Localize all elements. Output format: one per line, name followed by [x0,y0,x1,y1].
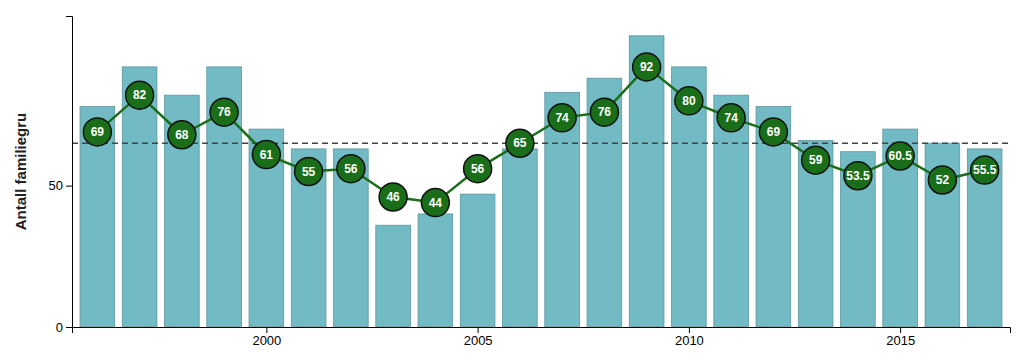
marker [928,166,956,194]
marker [675,87,703,115]
y-tick: 50 [49,178,72,193]
marker [210,98,238,126]
bar [714,95,749,327]
bar [249,129,284,327]
data-label: 74 [724,111,738,125]
marker [590,98,618,126]
data-label: 52 [936,173,950,187]
bar [418,214,453,327]
y-axis-line [66,17,73,328]
data-label: 44 [429,196,443,210]
bar [587,78,622,327]
marker [802,146,830,174]
data-label: 69 [91,125,105,139]
x-tick-label: 2010 [675,333,704,348]
bar [883,129,918,327]
marks [72,36,1010,327]
bar [165,95,200,327]
chart: 69 82 68 76 61 55 56 46 44 56 65 74 76 92 80 74 69 59 53.5… [0,0,1024,361]
y-tick-mark [66,186,72,187]
data-label: 76 [598,105,612,119]
bar [545,92,580,327]
x-tick-label: 2005 [464,333,493,348]
x-tick-mark [900,327,901,333]
bar [80,106,115,327]
y-tick: 0 [56,320,72,335]
data-label: 92 [640,60,654,74]
x-axis: 2000 2005 2010 2015 [73,327,1011,348]
x-tick: 2015 [886,327,915,348]
y-tick-mark [66,327,72,328]
marker [548,104,576,132]
x-tick-mark [266,327,267,333]
bar [291,149,326,327]
x-tick-label: 2015 [886,333,915,348]
x-tick-mark [478,327,479,333]
bar [925,143,960,327]
data-label: 65 [513,136,527,150]
marker [126,81,154,109]
x-tick-mark [689,327,690,333]
y-tick-label: 50 [49,178,63,193]
bar [207,67,242,327]
bar [376,225,411,327]
bar [334,149,369,327]
line [97,67,984,203]
marker [506,129,534,157]
bar [798,140,833,327]
bars [80,36,1002,327]
data-label: 80 [682,94,696,108]
x-tick-label: 2000 [252,333,281,348]
data-label: 76 [217,105,231,119]
markers [83,53,998,217]
data-label: 68 [175,128,189,142]
marker [844,162,872,190]
bar [460,194,495,327]
x-tick: 2005 [464,327,493,348]
data-label: 60.5 [888,149,912,163]
plot-area: 69 82 68 76 61 55 56 46 44 56 65 74 76 92 80 74 69 59 53.5… [49,17,1011,349]
marker [252,141,280,169]
data-label: 69 [767,125,781,139]
x-tick: 2010 [675,327,704,348]
data-label: 61 [260,148,274,162]
bar [503,149,538,327]
reference-line [72,142,1010,144]
y-axis: 0 50 [49,17,73,335]
data-label: 53.5 [846,169,870,183]
data-label: 59 [809,153,823,167]
x-axis-line [73,328,1011,334]
data-label: 56 [471,162,485,176]
x-tick: 2000 [252,327,281,348]
marker [633,53,661,81]
data-label: 46 [386,190,400,204]
data-labels: 69 82 68 76 61 55 56 46 44 56 65 74 76 92 80 74 69 59 53.5… [91,60,997,210]
bar [967,149,1002,327]
marker [168,121,196,149]
marker [971,156,999,184]
data-label: 55 [302,165,316,179]
bar [672,67,707,327]
data-label: 56 [344,162,358,176]
marker [379,183,407,211]
y-tick-label: 0 [56,320,63,335]
marker [83,118,111,146]
bar [756,106,791,327]
marker [295,158,323,186]
bar [841,152,876,327]
marker [421,189,449,217]
marker [886,142,914,170]
marker [717,104,745,132]
marker [759,118,787,146]
marker [337,155,365,183]
marker [464,155,492,183]
y-axis-title: Antall familiegru [12,113,29,231]
data-label: 74 [555,111,569,125]
data-label: 55.5 [973,163,997,177]
data-label: 82 [133,88,147,102]
